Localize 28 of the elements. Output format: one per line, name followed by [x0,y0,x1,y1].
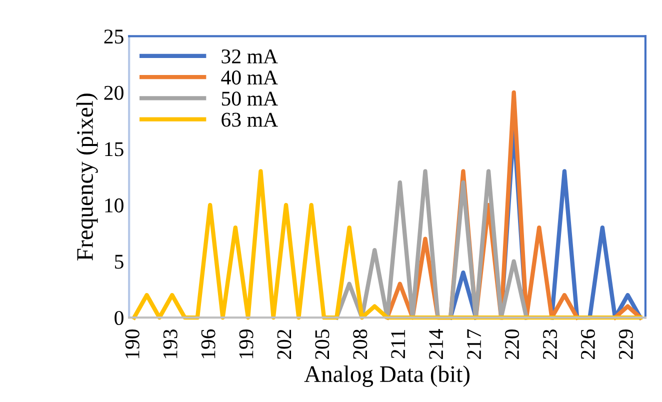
legend-label: 40 mA [221,70,278,85]
line-series [334,169,529,320]
x-tick-label: 226 [580,329,595,360]
x-tick-label: 220 [504,329,520,360]
line-series [132,169,642,320]
x-tick-label: 229 [618,330,633,360]
x-tick-label: 208 [353,329,368,360]
x-tick-label: 190 [125,329,140,358]
x-tick-label: 214 [429,329,443,360]
y-tick-label: 25 [104,30,124,44]
y-tick-label: 5 [115,254,124,269]
x-tick-label: 211 [391,330,405,358]
x-tick-label: 196 [201,329,216,358]
y-tick-label: 15 [105,142,124,156]
x-tick-label: 223 [543,330,558,360]
legend-label: 50 mA [222,92,278,106]
legend-label: 32 mA [222,49,278,64]
legend-label: 63 mA [222,112,278,127]
x-tick-label: 217 [467,329,481,360]
y-tick-label: 0 [114,310,124,326]
y-tick-label: 10 [105,198,124,212]
x-tick-label: 199 [239,330,254,358]
x-tick-label: 202 [277,330,292,360]
y-tick-label: 20 [104,86,124,100]
y-axis-title: Frequency (pixel) [76,94,98,260]
x-axis-title: Analog Data (bit) [304,365,470,387]
x-tick-label: 193 [163,330,178,358]
x-tick-label: 205 [315,330,330,360]
